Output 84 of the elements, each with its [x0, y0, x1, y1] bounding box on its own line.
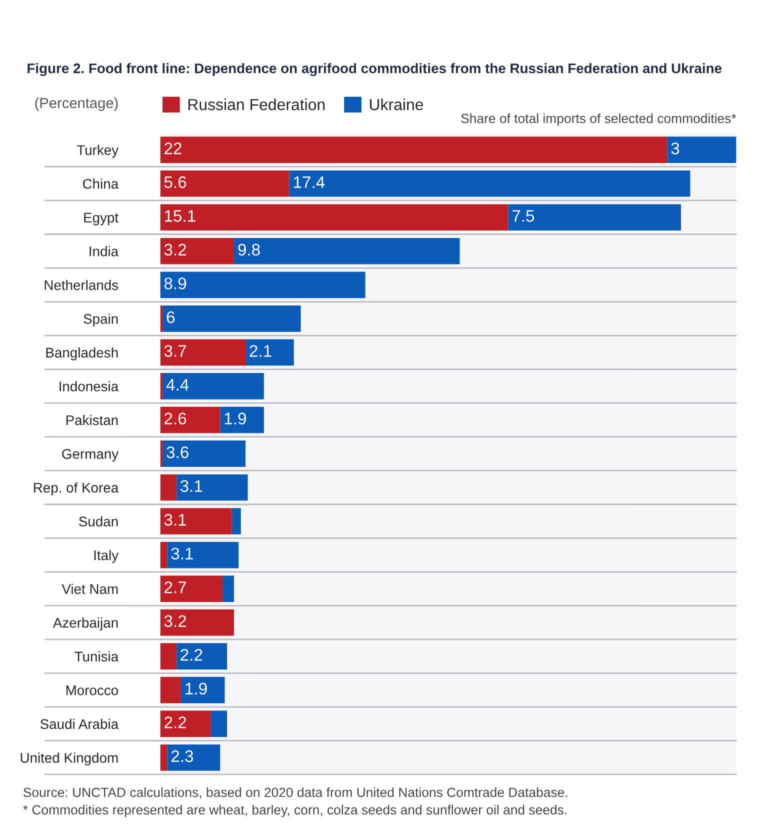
bar — [160, 136, 668, 164]
data-label: 2.3 — [171, 750, 194, 762]
y-tick-label: Azerbaijan — [52, 618, 118, 630]
source-note: Source: UNCTAD calculations, based on 2020 data from United Nations Comtrade Database. — [23, 787, 568, 799]
y-tick-label: Turkey — [76, 144, 119, 158]
y-tick-label: United Kingdom — [20, 752, 118, 766]
bar — [160, 170, 290, 197]
y-tick-label: Netherlands — [44, 280, 118, 290]
y-tick-label: Saudi Arabia — [40, 718, 119, 730]
chart-title: Figure 2. Food front line: Dependence on agrifood commodities from the Russian Federation and Ukraine — [28, 63, 722, 76]
y-tick-label: Bangladesh — [46, 347, 118, 360]
data-label: 3.1 — [164, 514, 186, 526]
bar — [160, 576, 222, 602]
bar — [162, 306, 301, 332]
data-label: 3 — [671, 142, 680, 154]
data-label: 3.6 — [166, 446, 188, 458]
bar — [234, 238, 460, 264]
bar — [160, 238, 234, 264]
bar — [222, 576, 234, 602]
y-tick-label: Egypt — [84, 212, 118, 226]
y-tick-label: India — [90, 246, 119, 256]
data-label: 3.7 — [164, 345, 186, 357]
bar — [167, 542, 239, 568]
y-tick-label: Morocco — [66, 686, 118, 696]
bar — [160, 508, 232, 534]
bar — [162, 440, 246, 467]
data-label: 2.6 — [164, 412, 186, 424]
data-label: 15.1 — [164, 210, 196, 222]
bar — [160, 204, 508, 231]
data-label: 3.1 — [180, 480, 202, 492]
bar — [160, 676, 181, 704]
data-label: 9.8 — [238, 244, 260, 256]
text: Share of total imports of selected commodities* — [461, 113, 736, 126]
y-tick-label: Italy — [94, 550, 119, 563]
data-label: 17.4 — [294, 176, 325, 188]
y-tick-label: Rep. of Korea — [34, 482, 119, 496]
bar — [160, 542, 168, 568]
y-tick-label: Viet Nam — [62, 584, 118, 594]
y-tick-label: Germany — [62, 449, 119, 462]
y-tick-label: China — [82, 178, 119, 189]
y-tick-label: Sudan — [79, 516, 118, 526]
y-tick-label: Tunisia — [74, 651, 119, 662]
data-label: 4.4 — [166, 379, 189, 391]
data-label: 2.7 — [164, 581, 186, 594]
data-label: 6 — [166, 311, 175, 324]
text: * Commodities represented are wheat, barley, corn, colza seeds and sunflower oil and seeds. — [23, 804, 566, 818]
bar — [245, 339, 294, 366]
bar — [176, 474, 248, 501]
y-tick-label: Spain — [84, 314, 118, 327]
bar — [232, 508, 241, 534]
data-label: 3.2 — [164, 615, 186, 628]
data-label: 1.9 — [186, 682, 207, 695]
legend-label: Russian Federation — [188, 98, 325, 110]
chart-subtitle: (Percentage) — [35, 97, 118, 112]
y-tick-label: Indonesia — [60, 381, 119, 392]
data-label: 22 — [164, 142, 182, 154]
bar — [160, 710, 211, 738]
bar — [160, 406, 220, 434]
bar — [160, 643, 176, 670]
bar — [162, 373, 264, 400]
bar — [180, 676, 225, 704]
bar — [220, 406, 264, 434]
data-label: 1.9 — [224, 412, 246, 424]
bar — [167, 744, 220, 771]
bar — [160, 474, 176, 501]
bar — [160, 609, 234, 636]
bar — [160, 744, 168, 771]
data-label: 3.2 — [164, 244, 186, 256]
data-label: 3.1 — [171, 548, 193, 560]
bar — [508, 204, 681, 231]
bar — [667, 136, 736, 164]
bar — [176, 643, 228, 670]
bar — [210, 710, 228, 738]
data-label: 2.2 — [180, 648, 202, 661]
legend-label: Ukraine — [370, 98, 424, 110]
data-label: 8.9 — [164, 278, 186, 290]
bar — [289, 170, 690, 197]
y-tick-label: Pakistan — [66, 414, 118, 426]
data-label: 2.2 — [164, 716, 186, 728]
data-label: 5.6 — [164, 176, 186, 188]
data-label: 2.1 — [250, 345, 272, 357]
bar — [160, 339, 246, 366]
bar — [160, 272, 366, 298]
data-label: 7.5 — [512, 210, 534, 222]
